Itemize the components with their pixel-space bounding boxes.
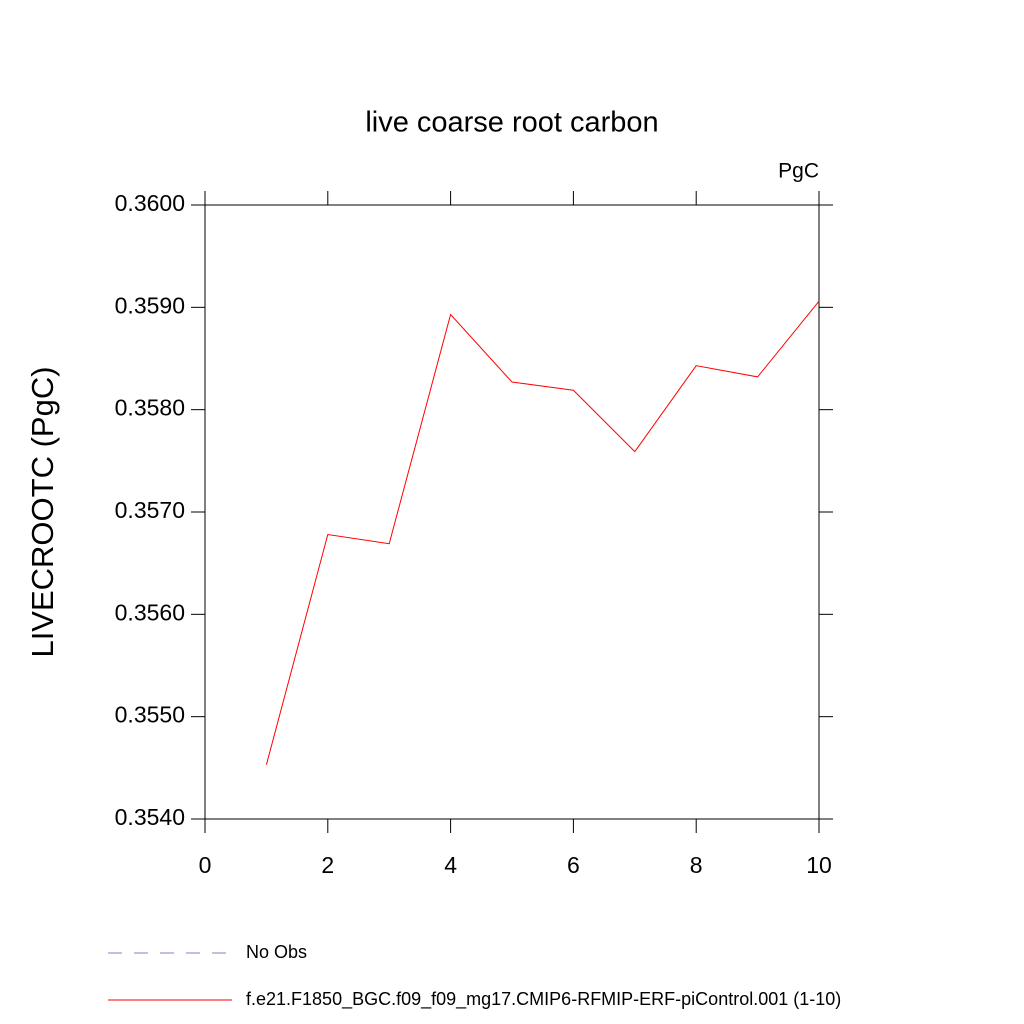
x-tick-label: 2: [321, 852, 334, 878]
x-tick-label: 4: [444, 852, 457, 878]
y-tick-label: 0.3540: [115, 804, 185, 830]
x-tick-label: 0: [199, 852, 212, 878]
y-axis-label: LIVECROOTC (PgC): [25, 366, 60, 657]
y-tick-label: 0.3550: [115, 702, 185, 728]
plot-frame: [204, 204, 820, 820]
units-label: PgC: [778, 160, 819, 183]
y-tick-label: 0.3570: [115, 497, 185, 523]
data-line: [265, 300, 820, 765]
y-tick-label: 0.3560: [115, 599, 185, 625]
chart-title: live coarse root carbon: [365, 107, 658, 139]
y-tick-label: 0.3580: [115, 395, 185, 421]
x-tick-label: 8: [690, 852, 703, 878]
legend-label: No Obs: [246, 942, 307, 962]
y-tick-label: 0.3590: [115, 292, 185, 318]
x-tick-label: 10: [806, 852, 832, 878]
legend-label: f.e21.F1850_BGC.f09_f09_mg17.CMIP6-RFMIP…: [246, 989, 841, 1010]
x-tick-label: 6: [567, 852, 580, 878]
y-tick-label: 0.3600: [115, 190, 185, 216]
